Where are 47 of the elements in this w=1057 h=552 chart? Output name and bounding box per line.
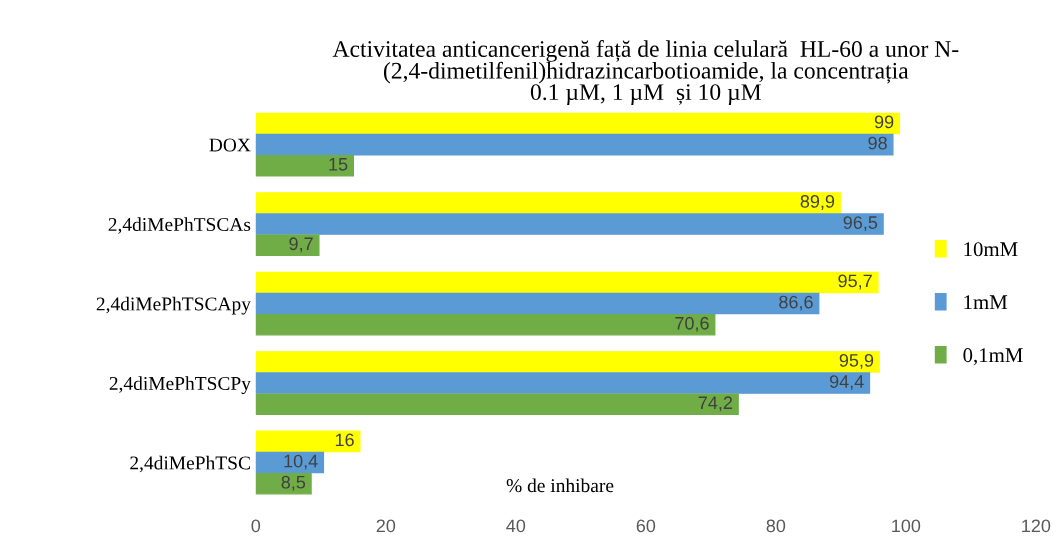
bar	[255, 372, 871, 394]
y-tick-label: 2,4diMePhTSCApy	[96, 296, 251, 315]
x-tick-label: 80	[766, 519, 786, 533]
bar	[255, 234, 320, 257]
data-label: 15	[329, 158, 348, 171]
data-label: 89,9	[800, 194, 835, 210]
data-label: 98	[868, 136, 887, 150]
data-label: 95,9	[839, 353, 874, 369]
bar	[255, 393, 739, 416]
bar	[255, 451, 325, 474]
x-tick-label: 120	[1022, 519, 1051, 533]
x-tick-label: 40	[506, 519, 526, 533]
bar	[255, 133, 894, 156]
bar	[255, 473, 312, 495]
data-label: 96,5	[843, 216, 878, 232]
legend-label: 1mM	[964, 295, 1008, 309]
x-tick-label: 60	[636, 519, 656, 533]
data-label: 70,6	[675, 316, 709, 332]
data-label: 86,6	[779, 295, 813, 311]
bar	[255, 112, 901, 135]
legend-label: 10mM	[964, 242, 1018, 257]
y-tick-label: 2,4diMePhTSCAs	[108, 217, 251, 234]
bar	[255, 155, 354, 177]
data-label: 16	[335, 433, 354, 447]
bar	[255, 292, 820, 315]
bar	[255, 314, 716, 336]
bar	[255, 351, 880, 373]
y-tick-label: DOX	[209, 138, 251, 152]
x-tick-label: 20	[376, 519, 396, 533]
data-label: 95,7	[838, 274, 872, 290]
y-tick-label: 2,4diMePhTSCPy	[109, 376, 251, 395]
bar	[255, 213, 884, 235]
data-label: 99	[874, 115, 894, 129]
legend-label: 0,1mM	[963, 348, 1023, 366]
x-tick-label: 0	[251, 519, 261, 533]
bar	[255, 192, 841, 214]
data-label: 94,4	[829, 375, 864, 391]
data-label: 10,4	[284, 454, 318, 470]
x-axis-title: % de inhibare	[506, 478, 614, 493]
bar	[255, 271, 879, 294]
data-label: 74,2	[698, 396, 733, 412]
bar	[255, 430, 361, 453]
data-label: 9,7	[289, 237, 313, 253]
chart-title: Activitatea anticancerigenă față de linia celulară HL-60 a unor N- (2,4-dimetilfenil)hidrazincarbotioamide, la concentrația 0.1 µM, 1 µM și 10 µM	[332, 40, 959, 105]
y-tick-label: 2,4diMePhTSC	[130, 455, 250, 473]
data-label: 8,5	[281, 475, 306, 491]
x-tick-label: 100	[892, 519, 921, 533]
